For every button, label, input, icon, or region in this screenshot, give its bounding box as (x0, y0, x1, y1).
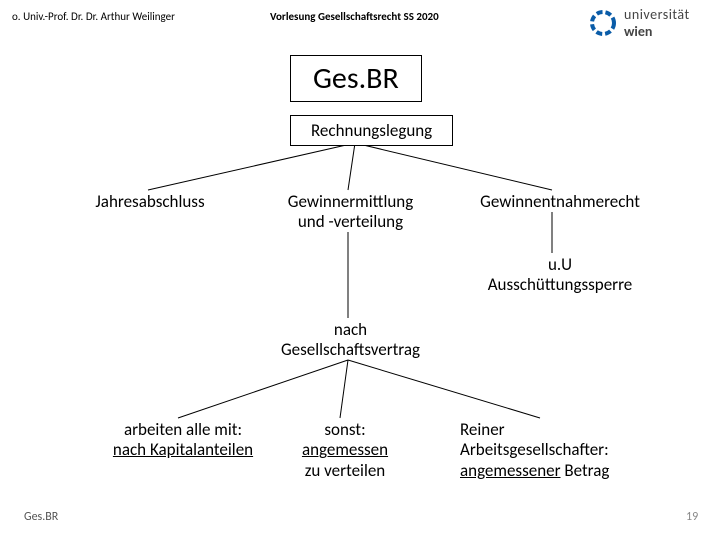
n8-line3a: angemessener (460, 460, 561, 481)
footer-topic: Ges.BR (24, 510, 58, 524)
node-gewinnentnahmerecht: Gewinnentnahmerecht (470, 192, 650, 212)
n5-line2: Gesellschaftsvertrag (281, 339, 420, 360)
n4-line1: u.U (548, 254, 572, 275)
n2-line1: Gewinnermittlung (288, 191, 413, 212)
n7-line3: zu verteilen (305, 460, 385, 481)
node-gesellschaftsvertrag: nach Gesellschaftsvertrag (278, 320, 423, 361)
node-ausschuettungssperre: u.U Ausschüttungssperre (470, 255, 650, 296)
node-sonst: sonst: angemessen zu verteilen (290, 420, 400, 481)
node-gewinnermittlung: Gewinnermittlung und -verteilung (278, 192, 423, 233)
subtitle-box: Rechnungslegung (290, 115, 453, 146)
n7-line2: angemessen (302, 439, 388, 460)
logo-ring-icon (588, 8, 618, 38)
n6-line1: arbeiten alle mit: (124, 419, 242, 440)
n5-line1: nach (334, 319, 367, 340)
n7-line1: sonst: (324, 419, 365, 440)
n6-line2: nach Kapitalanteilen (113, 439, 253, 460)
n8-line1: Reiner (460, 419, 505, 440)
logo-text: universität wien (624, 6, 690, 40)
university-logo: universität wien (588, 6, 690, 40)
node-kapitalanteile: arbeiten alle mit: nach Kapitalanteilen (108, 420, 258, 461)
node-arbeitsgesellschafter: Reiner Arbeitsgesellschafter: angemessen… (460, 420, 650, 481)
n4-line2: Ausschüttungssperre (488, 274, 633, 295)
header-author: o. Univ.-Prof. Dr. Dr. Arthur Weilinger (12, 10, 175, 23)
footer-page-number: 19 (686, 510, 698, 524)
n8-line2: Arbeitsgesellschafter: (460, 439, 609, 460)
node-jahresabschluss: Jahresabschluss (85, 192, 215, 212)
title-box: Ges.BR (290, 55, 422, 102)
header-course: Vorlesung Gesellschaftsrecht SS 2020 (270, 10, 439, 23)
n8-line3b: Betrag (561, 460, 610, 481)
logo-word-wien: wien (624, 23, 652, 40)
logo-word-uni: universität (624, 6, 690, 23)
n2-line2: und -verteilung (298, 211, 403, 232)
